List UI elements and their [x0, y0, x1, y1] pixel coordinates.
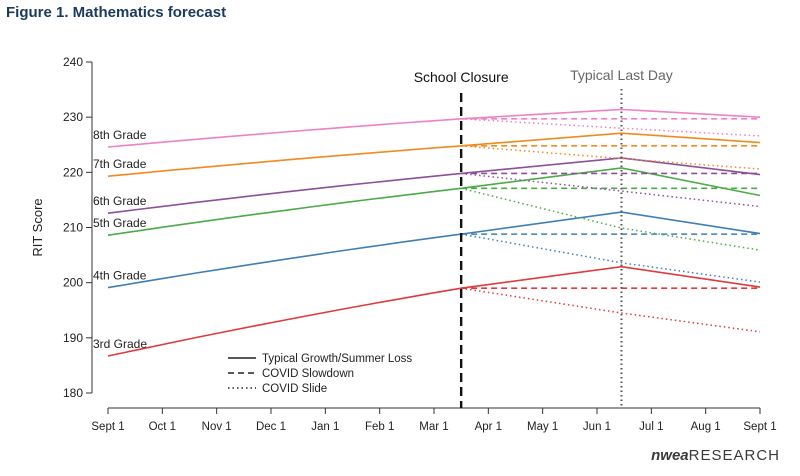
figure-title: Figure 1. Mathematics forecast: [6, 4, 227, 21]
y-axis-label: RIT Score: [30, 198, 45, 256]
x-tick-label: Dec 1: [256, 421, 286, 433]
logo-part2: RESEARCH: [688, 447, 780, 464]
4th-grade-growth-line: [107, 233, 462, 289]
x-tick-label: May 1: [527, 421, 558, 433]
6th-grade-growth-line: [107, 172, 462, 214]
logo-part1: nwea: [651, 447, 689, 464]
3rd-grade-typical-line: [461, 265, 761, 289]
7th-grade-growth-line: [107, 145, 462, 177]
3rd-grade-growth-line: [107, 287, 462, 357]
x-tick-label: Mar 1: [419, 421, 448, 433]
x-tick-label: Jul 1: [639, 421, 663, 433]
3rd-grade-label: 3rd Grade: [93, 337, 147, 351]
legend-label-solid: Typical Growth/Summer Loss: [262, 353, 412, 365]
5th-grade-growth-line: [107, 187, 462, 236]
y-tick-label: 180: [63, 386, 83, 400]
x-tick-label: Sept 1: [91, 421, 124, 433]
typical-last-day-label: Typical Last Day: [570, 67, 673, 83]
8th-grade-slide-line: [461, 118, 761, 137]
6th-grade-typical-line: [461, 157, 761, 176]
3rd-grade-slide-line: [461, 287, 761, 333]
7th-grade-slide-line: [461, 145, 761, 170]
4th-grade-label: 4th Grade: [93, 269, 147, 283]
y-tick-label: 220: [63, 165, 83, 179]
x-tick-label: Jan 1: [311, 421, 339, 433]
4th-grade-typical-line: [461, 211, 761, 235]
legend-label-dashed: COVID Slowdown: [262, 368, 354, 380]
x-tick-label: Aug 1: [691, 421, 721, 433]
y-tick-label: 200: [63, 276, 83, 290]
x-tick-label: Feb 1: [365, 421, 394, 433]
axes: 180 190 200 210 220 230 240 RIT Score Sept 1 Oct …: [30, 55, 777, 433]
y-tick-label: 240: [63, 55, 83, 69]
event-markers: School Closure Typical Last Day: [414, 67, 673, 408]
nwea-research-logo: nweaRESEARCH: [651, 447, 780, 464]
6th-grade-slide-line: [461, 172, 761, 208]
x-tick-label: Jun 1: [583, 421, 611, 433]
y-tick-label: 210: [63, 221, 83, 235]
y-tick-label: 230: [63, 110, 83, 124]
legend: Typical Growth/Summer Loss COVID Slowdown…: [228, 353, 412, 395]
x-tick-label: Nov 1: [202, 421, 232, 433]
y-tick-label: 190: [63, 331, 83, 345]
8th-grade-label: 8th Grade: [93, 128, 147, 142]
8th-grade-typical-line: [461, 108, 761, 120]
6th-grade-label: 6th Grade: [93, 194, 147, 208]
8th-grade-growth-line: [107, 118, 462, 148]
school-closure-label: School Closure: [414, 69, 509, 85]
7th-grade-typical-line: [461, 132, 761, 147]
7th-grade-label: 7th Grade: [93, 157, 147, 171]
5th-grade-typical-line: [461, 167, 761, 197]
5th-grade-label: 5th Grade: [93, 216, 147, 230]
series-lines: [107, 108, 761, 357]
4th-grade-slide-line: [461, 233, 761, 283]
series-labels: 3rd Grade 4th Grade 5th Grade 6th Grade 7th …: [93, 128, 147, 351]
x-tick-label: Oct 1: [149, 421, 176, 433]
x-tick-label: Apr 1: [475, 421, 503, 433]
5th-grade-slide-line: [460, 187, 761, 251]
x-tick-label: Sept 1: [743, 421, 776, 433]
legend-label-dotted: COVID Slide: [262, 383, 327, 395]
